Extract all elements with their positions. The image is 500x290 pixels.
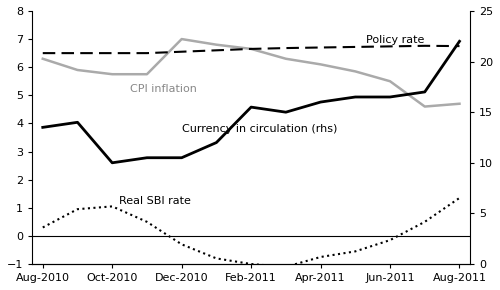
Text: Real SBI rate: Real SBI rate xyxy=(119,195,191,206)
Text: Policy rate: Policy rate xyxy=(366,35,424,45)
Text: Currency in circulation (rhs): Currency in circulation (rhs) xyxy=(182,124,337,134)
Text: CPI inflation: CPI inflation xyxy=(130,84,196,95)
